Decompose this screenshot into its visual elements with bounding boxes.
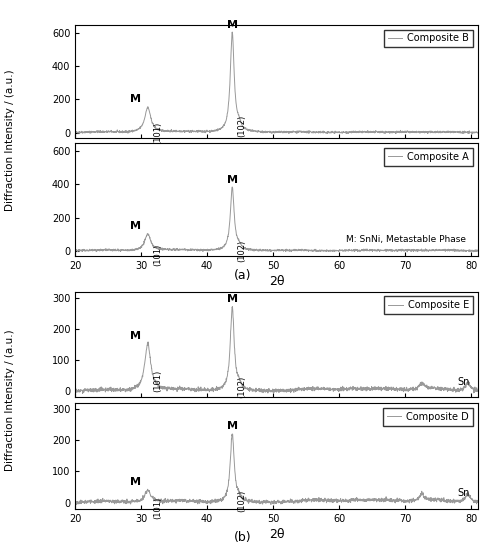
Legend: Composite D: Composite D [382,408,472,426]
X-axis label: 2θ: 2θ [268,275,284,288]
Text: M: M [130,331,141,341]
Text: Sn: Sn [456,377,469,387]
Text: (102): (102) [236,114,245,137]
Legend: Composite B: Composite B [383,30,472,47]
Text: Diffraction Intensity / (a.u.): Diffraction Intensity / (a.u.) [5,69,15,211]
Text: M: M [130,221,141,231]
Text: M: M [130,94,141,104]
Text: M: M [130,477,141,487]
Legend: Composite A: Composite A [383,148,472,166]
Text: (b): (b) [233,531,251,544]
Legend: Composite E: Composite E [384,296,472,314]
Text: Sn: Sn [456,488,469,498]
Text: (a): (a) [233,268,251,282]
Text: M: M [226,175,237,185]
X-axis label: 2θ: 2θ [268,528,284,541]
Text: (102): (102) [236,239,245,262]
Text: (101): (101) [153,497,162,519]
Text: M: SnNi, Metastable Phase: M: SnNi, Metastable Phase [345,235,465,244]
Text: M: M [226,421,237,431]
Text: (101): (101) [153,370,162,392]
Text: (101): (101) [153,122,162,144]
Text: M: M [226,20,237,30]
Text: M: M [226,294,237,304]
Text: (101): (101) [153,243,162,266]
Text: (102): (102) [236,490,245,513]
Text: Diffraction Intensity / (a.u.): Diffraction Intensity / (a.u.) [5,329,15,471]
Text: (102): (102) [236,376,245,398]
